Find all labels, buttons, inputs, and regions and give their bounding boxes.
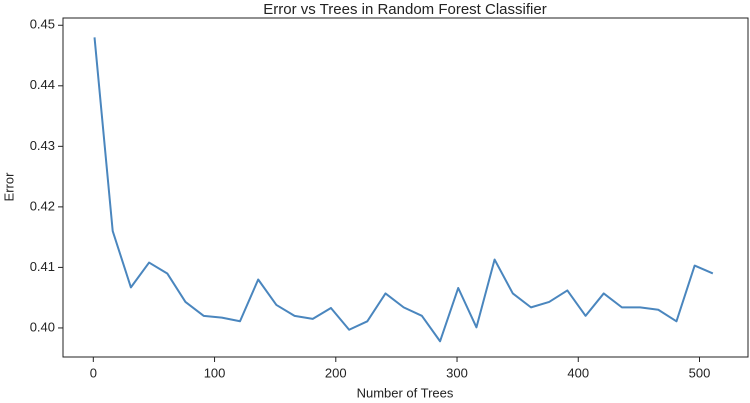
plot-frame — [62, 17, 749, 358]
x-tick-label: 100 — [204, 365, 226, 380]
y-tick-label: 0.42 — [30, 198, 55, 213]
x-tick-label: 400 — [567, 365, 589, 380]
x-tick-label: 200 — [325, 365, 347, 380]
x-axis-label: Number of Trees — [357, 385, 454, 400]
x-tick-label: 500 — [689, 365, 711, 380]
y-axis-label: Error — [1, 172, 16, 202]
y-tick-label: 0.45 — [30, 17, 55, 32]
y-tick-label: 0.43 — [30, 138, 55, 153]
chart-title: Error vs Trees in Random Forest Classifi… — [263, 1, 546, 18]
y-tick-label: 0.44 — [30, 77, 55, 92]
line-series — [93, 37, 714, 343]
x-tick-label: 300 — [446, 365, 468, 380]
y-tick-label: 0.40 — [30, 319, 55, 334]
x-tick-label: 0 — [90, 365, 97, 380]
y-tick-label: 0.41 — [30, 259, 55, 274]
